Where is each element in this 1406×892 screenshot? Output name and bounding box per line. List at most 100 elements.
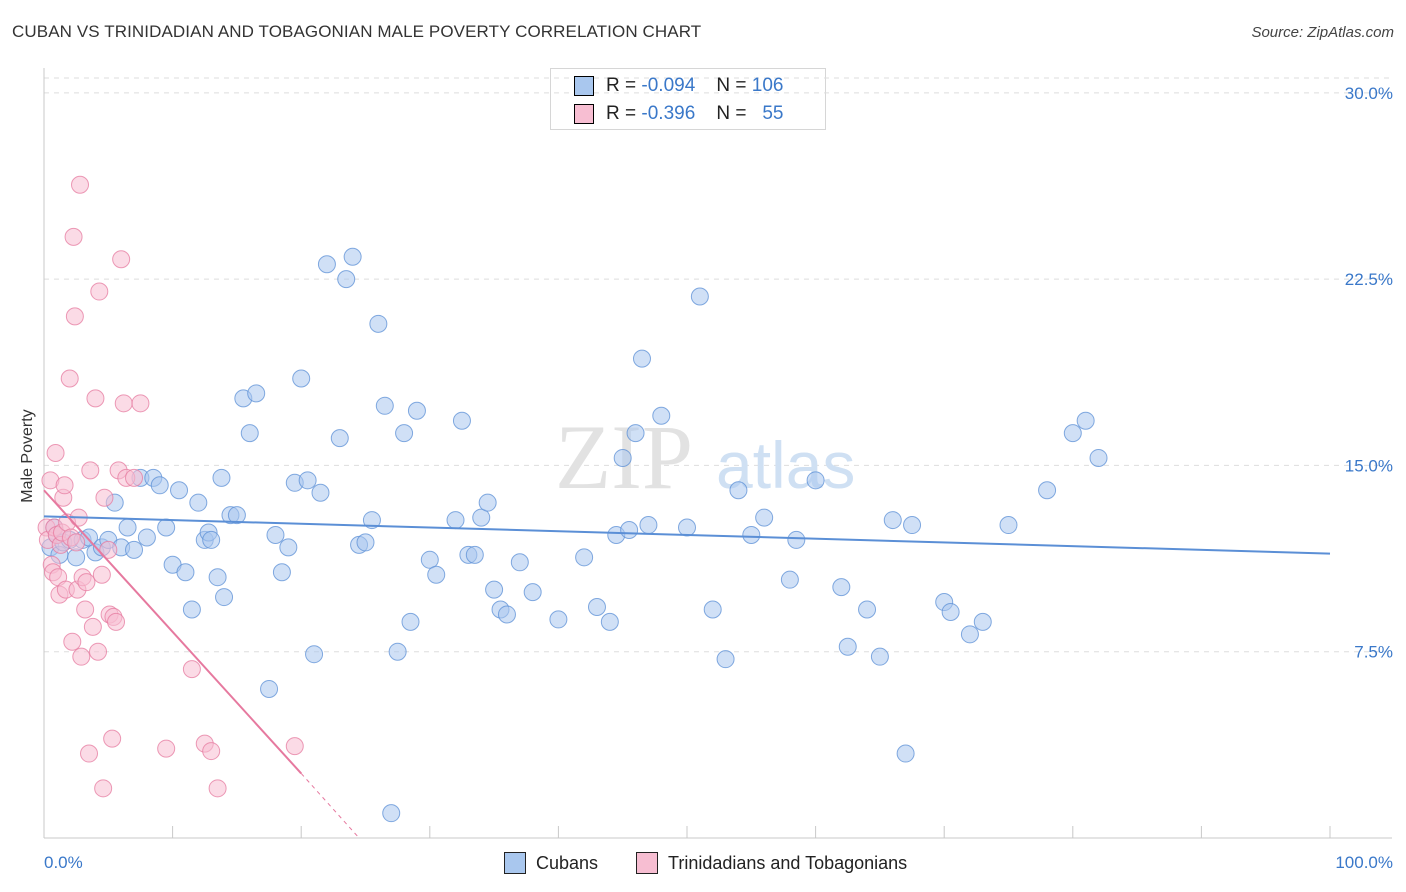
point-cubans	[549, 610, 568, 629]
y-tick-label: 7.5%	[1354, 643, 1393, 662]
point-trinidadians	[107, 612, 126, 631]
point-cubans	[742, 525, 761, 544]
point-cubans	[388, 642, 407, 661]
point-cubans	[215, 588, 234, 607]
point-trinidadians	[83, 617, 102, 636]
point-cubans	[369, 314, 388, 333]
point-cubans	[157, 518, 176, 537]
stats-n-value: 106	[751, 75, 784, 96]
point-trinidadians	[103, 729, 122, 748]
point-cubans	[317, 255, 336, 274]
point-trinidadians	[55, 476, 74, 495]
point-cubans	[170, 481, 189, 500]
point-cubans	[240, 424, 259, 443]
point-cubans	[465, 545, 484, 564]
point-cubans	[446, 511, 465, 530]
point-trinidadians	[94, 779, 113, 798]
point-cubans	[427, 565, 446, 584]
point-cubans	[587, 598, 606, 616]
point-cubans	[652, 406, 671, 425]
x-tick-min: 0.0%	[44, 853, 83, 872]
point-cubans	[202, 530, 221, 549]
point-cubans	[189, 493, 208, 512]
point-cubans	[806, 471, 825, 490]
point-trinidadians	[99, 540, 118, 559]
point-trinidadians	[65, 307, 84, 326]
point-cubans	[292, 369, 311, 388]
point-cubans	[337, 270, 356, 289]
legend-item-trinidadians[interactable]: Trinidadians and Tobagonians	[636, 852, 907, 874]
point-cubans	[510, 553, 529, 572]
point-trinidadians	[72, 647, 91, 666]
point-cubans	[125, 540, 144, 559]
grid-lines	[44, 77, 1392, 653]
point-trinidadians	[90, 282, 109, 301]
point-cubans	[600, 612, 619, 631]
stats-swatch-cubans	[574, 76, 594, 96]
chart-title: CUBAN VS TRINIDADIAN AND TOBAGONIAN MALE…	[12, 22, 702, 41]
point-cubans	[941, 602, 960, 621]
point-cubans	[620, 521, 639, 539]
point-cubans	[118, 518, 137, 537]
point-trinidadians	[67, 533, 86, 552]
stats-swatch-trinidadians	[574, 104, 594, 124]
point-cubans	[755, 508, 774, 527]
point-trinidadians	[60, 369, 79, 388]
point-cubans	[690, 287, 709, 306]
point-trinidadians	[64, 227, 83, 246]
y-tick-label: 22.5%	[1345, 270, 1393, 289]
point-cubans	[896, 744, 915, 763]
point-cubans	[272, 563, 291, 582]
point-cubans	[407, 401, 426, 420]
point-cubans	[137, 528, 156, 547]
point-trinidadians	[71, 175, 90, 194]
data-points	[37, 175, 1108, 823]
stats-n-value: 55	[762, 103, 784, 124]
point-trinidadians	[157, 739, 176, 758]
point-trinidadians	[114, 394, 133, 413]
point-cubans	[472, 508, 491, 527]
point-cubans	[678, 518, 696, 537]
point-cubans	[523, 583, 542, 602]
point-cubans	[150, 476, 169, 495]
point-cubans	[858, 600, 877, 619]
point-cubans	[999, 516, 1018, 535]
stats-r-label: R =	[606, 75, 637, 96]
point-trinidadians	[125, 468, 144, 487]
point-cubans	[838, 637, 857, 656]
trend-line-cubans	[43, 515, 1331, 555]
point-cubans	[279, 538, 298, 557]
legend-item-cubans[interactable]: Cubans	[504, 852, 598, 874]
point-trinidadians	[77, 573, 96, 592]
stats-n-label: N =	[716, 103, 747, 124]
point-trinidadians	[131, 394, 150, 413]
point-cubans	[330, 429, 349, 448]
point-cubans	[227, 506, 246, 525]
point-trinidadians	[95, 488, 114, 507]
point-cubans	[870, 647, 889, 666]
point-trinidadians	[89, 642, 108, 661]
point-cubans	[613, 448, 632, 467]
point-cubans	[703, 600, 722, 619]
y-tick-label: 15.0%	[1345, 456, 1393, 475]
point-cubans	[356, 533, 375, 552]
point-cubans	[960, 625, 979, 644]
point-cubans	[298, 471, 317, 490]
point-cubans	[311, 483, 330, 502]
trend-line-trinidadians	[43, 489, 302, 775]
point-cubans	[1038, 481, 1057, 500]
point-cubans	[182, 600, 201, 619]
stats-r-value: -0.396	[641, 103, 696, 124]
stats-row-cubans: R = -0.094 N = 106	[574, 74, 783, 98]
point-trinidadians	[202, 742, 221, 761]
point-trinidadians	[63, 632, 82, 651]
legend-swatch-cubans	[504, 852, 526, 874]
point-cubans	[401, 612, 420, 631]
y-tick-label: 30.0%	[1345, 84, 1393, 103]
point-cubans	[343, 247, 362, 266]
stats-n-label: N =	[716, 75, 747, 96]
point-cubans	[632, 349, 651, 368]
point-cubans	[485, 580, 504, 599]
axes	[43, 68, 1392, 839]
